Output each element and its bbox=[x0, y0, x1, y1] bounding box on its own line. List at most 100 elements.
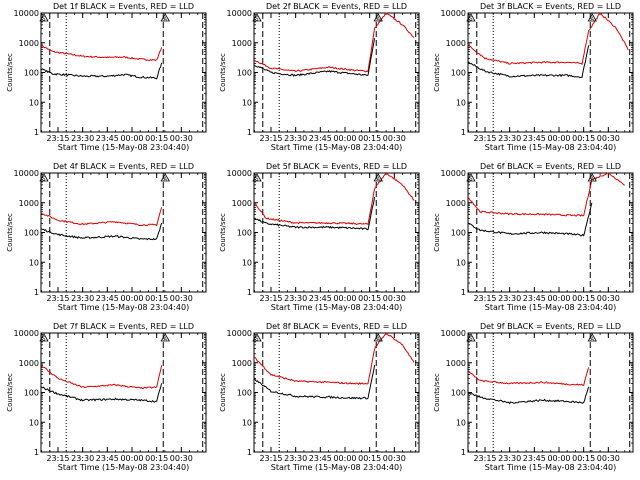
y-tick-label: 1000 bbox=[19, 199, 39, 208]
plot-frame bbox=[40, 172, 207, 293]
y-tick-label: 10 bbox=[29, 258, 39, 267]
x-axis-label: Start Time (15-May-08 23:04:40) bbox=[484, 303, 615, 312]
y-tick-label: 1000 bbox=[232, 199, 252, 208]
triangle-marker bbox=[465, 13, 476, 22]
x-axis-label: Start Time (15-May-08 23:04:40) bbox=[271, 143, 402, 152]
x-axis-label: Start Time (15-May-08 23:04:40) bbox=[58, 143, 189, 152]
x-tick-label: 00:15 bbox=[572, 454, 595, 463]
x-tick-label: 23:15 bbox=[260, 294, 283, 303]
x-tick-label: 00:00 bbox=[334, 454, 357, 463]
triangle-marker bbox=[465, 173, 476, 182]
y-tick-label: 10000 bbox=[227, 9, 252, 18]
plot-frame bbox=[467, 12, 634, 133]
y-axis-label: Counts/sec bbox=[6, 213, 14, 252]
lld-series-line bbox=[41, 365, 163, 390]
y-tick-label: 10 bbox=[29, 98, 39, 107]
x-tick-label: 00:15 bbox=[358, 134, 381, 143]
y-tick-label: 1 bbox=[247, 448, 252, 457]
triangle-marker bbox=[39, 13, 49, 22]
y-tick-label: 1 bbox=[34, 128, 39, 137]
events-series-line bbox=[41, 222, 163, 241]
triangle-marker-label: S bbox=[256, 177, 259, 183]
y-axis-label: Counts/sec bbox=[219, 53, 227, 92]
y-axis-label: Counts/sec bbox=[433, 213, 441, 252]
x-tick-label: 00:15 bbox=[572, 294, 595, 303]
events-series-line bbox=[41, 62, 163, 80]
triangle-marker-label: S bbox=[256, 17, 259, 23]
x-tick-label: 23:30 bbox=[284, 294, 307, 303]
detector-panel: Det 9f BLACK = Events, RED = LLD 1 10 100 10… bbox=[433, 322, 634, 472]
x-tick-label: 00:00 bbox=[120, 294, 143, 303]
x-tick-label: 23:15 bbox=[473, 134, 496, 143]
x-tick-label: 23:30 bbox=[498, 454, 521, 463]
x-tick-label: 23:15 bbox=[46, 454, 69, 463]
detector-panel: Det 3f BLACK = Events, RED = LLD 1 10 100 10… bbox=[433, 2, 634, 152]
y-tick-label: 10 bbox=[29, 418, 39, 427]
x-tick-label: 00:00 bbox=[120, 134, 143, 143]
x-tick-label: 23:15 bbox=[46, 294, 69, 303]
plot-frame bbox=[40, 12, 207, 133]
triangle-marker bbox=[252, 333, 263, 342]
y-tick-label: 100 bbox=[237, 389, 252, 398]
y-axis-label: Counts/sec bbox=[219, 213, 227, 252]
triangle-marker-label: S bbox=[469, 177, 472, 183]
y-tick-label: 1 bbox=[247, 288, 252, 297]
y-tick-label: 1 bbox=[247, 128, 252, 137]
lld-series-line bbox=[41, 207, 163, 227]
y-tick-label: 10 bbox=[242, 418, 252, 427]
triangle-marker bbox=[373, 333, 384, 342]
y-axis-label: Counts/sec bbox=[219, 373, 227, 412]
x-tick-label: 00:15 bbox=[145, 294, 168, 303]
x-tick-label: 23:45 bbox=[309, 294, 332, 303]
x-tick-label: 00:30 bbox=[383, 294, 406, 303]
detector-panel: Det 5f BLACK = Events, RED = LLD 1 10 100 10… bbox=[219, 162, 420, 312]
x-tick-label: 23:30 bbox=[71, 294, 94, 303]
events-series-line bbox=[254, 38, 376, 77]
events-series-line bbox=[41, 383, 163, 403]
x-tick-label: 00:15 bbox=[358, 454, 381, 463]
panel-title: Det 9f BLACK = Events, RED = LLD bbox=[480, 322, 621, 331]
x-tick-label: 00:30 bbox=[170, 454, 193, 463]
events-series-line bbox=[254, 196, 376, 231]
lld-series-line bbox=[254, 332, 415, 386]
triangle-marker bbox=[160, 13, 170, 22]
panel-title: Det 7f BLACK = Events, RED = LLD bbox=[53, 322, 194, 331]
x-tick-label: 23:45 bbox=[96, 454, 119, 463]
y-tick-label: 100 bbox=[450, 229, 465, 238]
y-tick-label: 10000 bbox=[227, 329, 252, 338]
plot-frame bbox=[253, 332, 420, 453]
y-tick-label: 10000 bbox=[440, 169, 465, 178]
y-tick-label: 10000 bbox=[440, 9, 465, 18]
x-tick-label: 23:45 bbox=[309, 134, 332, 143]
panel-title: Det 4f BLACK = Events, RED = LLD bbox=[53, 162, 194, 171]
x-tick-label: 23:45 bbox=[96, 134, 119, 143]
events-series-line bbox=[468, 386, 589, 405]
panel-title: Det 1f BLACK = Events, RED = LLD bbox=[53, 2, 194, 11]
y-tick-label: 1 bbox=[34, 288, 39, 297]
y-tick-label: 10 bbox=[455, 98, 465, 107]
triangle-marker-label: A bbox=[590, 337, 594, 343]
plot-frame bbox=[253, 172, 420, 293]
x-tick-label: 00:30 bbox=[383, 454, 406, 463]
triangle-marker-label: S bbox=[42, 17, 45, 23]
triangle-marker bbox=[587, 173, 597, 182]
plot-frame bbox=[253, 12, 420, 133]
x-tick-label: 00:00 bbox=[547, 134, 570, 143]
events-series-line bbox=[467, 202, 593, 237]
y-axis-label: Counts/sec bbox=[6, 373, 14, 412]
x-axis-label: Start Time (15-May-08 23:04:40) bbox=[484, 463, 615, 472]
x-tick-label: 23:30 bbox=[71, 454, 94, 463]
y-tick-label: 1 bbox=[461, 128, 466, 137]
x-tick-label: 23:30 bbox=[284, 134, 307, 143]
x-tick-label: 00:00 bbox=[334, 294, 357, 303]
triangle-marker bbox=[160, 173, 170, 182]
y-tick-label: 1000 bbox=[445, 359, 465, 368]
x-tick-label: 00:30 bbox=[383, 134, 406, 143]
triangle-marker bbox=[373, 13, 384, 22]
y-tick-label: 10000 bbox=[227, 169, 252, 178]
x-tick-label: 23:30 bbox=[498, 294, 521, 303]
plot-frame bbox=[467, 332, 634, 453]
panel-title: Det 6f BLACK = Events, RED = LLD bbox=[480, 162, 621, 171]
triangle-marker bbox=[587, 333, 597, 342]
y-axis-label: Counts/sec bbox=[433, 53, 441, 92]
